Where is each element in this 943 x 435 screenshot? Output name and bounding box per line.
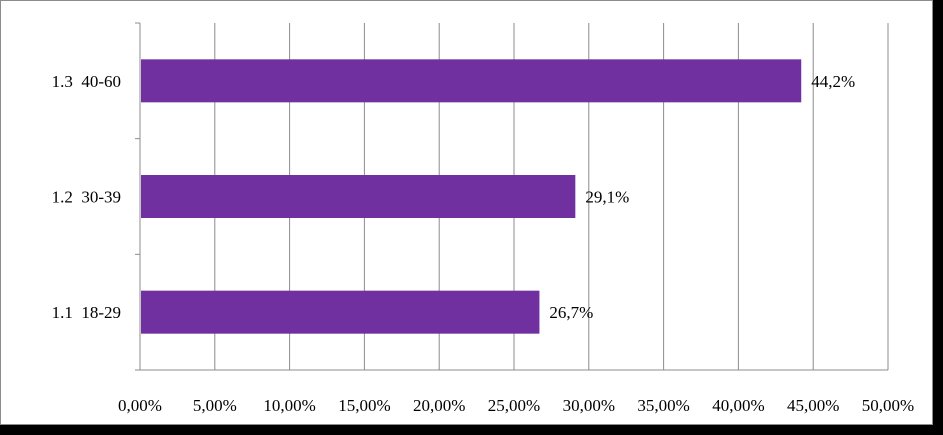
bar [141, 59, 802, 103]
category-label: 1.2 30-39 [52, 188, 121, 207]
bar [141, 175, 576, 218]
x-tick-label: 5,00% [193, 396, 237, 415]
bar-chart: 0,00% 5,00% 10,00% 15,00% 20,00% 25,00% 30,00%… [52, 22, 915, 415]
x-tick-label: 10,00% [263, 396, 315, 415]
bars [141, 59, 802, 334]
x-tick-label: 20,00% [413, 396, 465, 415]
x-tick-label: 35,00% [637, 396, 689, 415]
x-tick-label: 25,00% [488, 396, 540, 415]
x-tick-label: 15,00% [338, 396, 390, 415]
x-tick-label: 0,00% [118, 396, 162, 415]
data-label: 29,1% [585, 188, 629, 207]
x-tick-label: 50,00% [862, 396, 914, 415]
data-label: 26,7% [549, 303, 593, 322]
bar [141, 290, 540, 334]
x-tick-label: 40,00% [712, 396, 764, 415]
data-label: 44,2% [811, 72, 855, 91]
category-label: 1.3 40-60 [52, 72, 121, 91]
x-tick-label: 30,00% [563, 396, 615, 415]
x-tick-label: 45,00% [787, 396, 839, 415]
category-label: 1.1 18-29 [52, 303, 121, 322]
chart-area: 0,00% 5,00% 10,00% 15,00% 20,00% 25,00% 30,00%… [0, 0, 933, 425]
labels: 0,00% 5,00% 10,00% 15,00% 20,00% 25,00% 30,00%… [52, 72, 915, 415]
axes [135, 22, 888, 371]
